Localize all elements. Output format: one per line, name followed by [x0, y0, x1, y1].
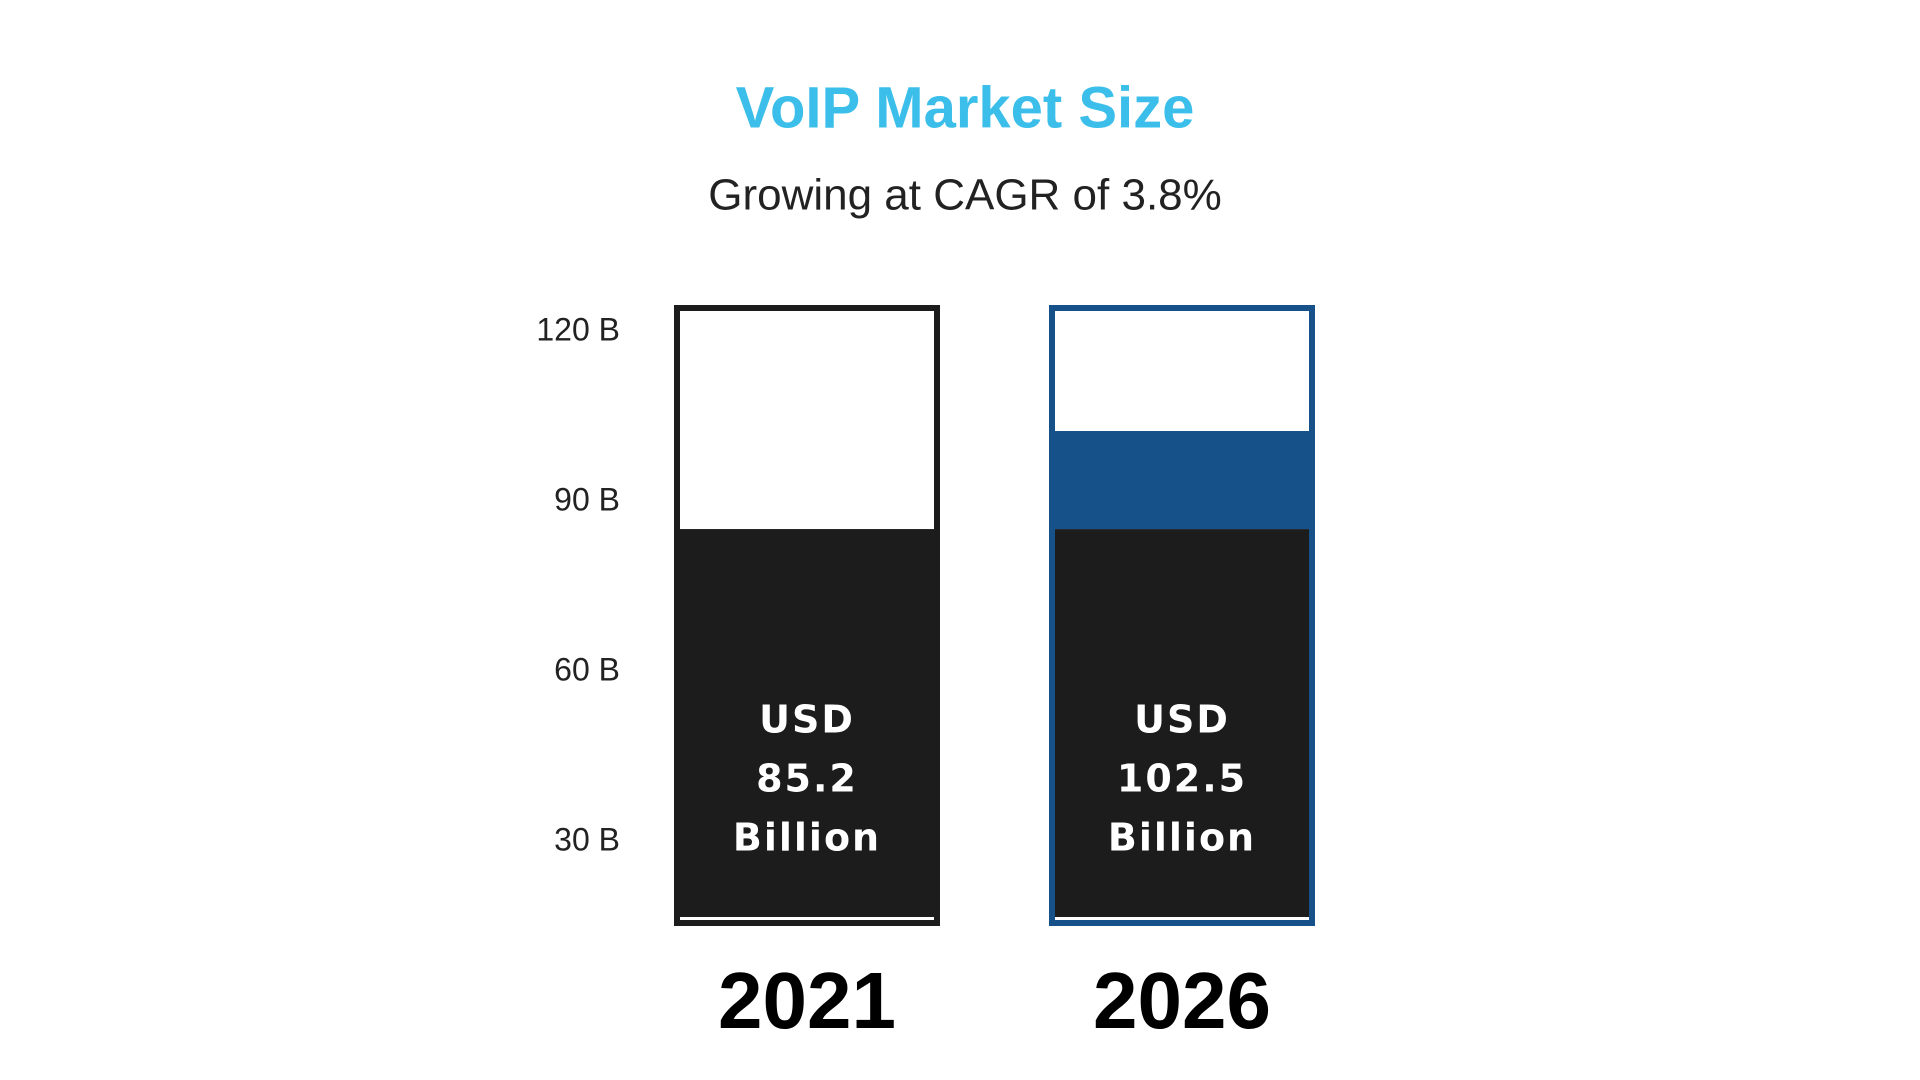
- bar: [1055, 431, 1309, 530]
- y-tick-label: 30 B: [554, 821, 620, 857]
- y-tick-label: 60 B: [554, 651, 620, 687]
- chart-title: VoIP Market Size: [736, 75, 1195, 140]
- value-label: USD 102.5 Billion: [1107, 697, 1257, 860]
- value-label: USD 85.2 Billion: [732, 697, 882, 860]
- bar-base: [1055, 529, 1309, 917]
- y-tick-label: 90 B: [554, 481, 620, 517]
- x-tick-label: 2021: [718, 956, 896, 1045]
- chart-subtitle: Growing at CAGR of 3.8%: [708, 171, 1222, 220]
- bar: [680, 529, 934, 917]
- x-tick-label: 2026: [1093, 956, 1271, 1045]
- y-tick-label: 120 B: [536, 311, 620, 347]
